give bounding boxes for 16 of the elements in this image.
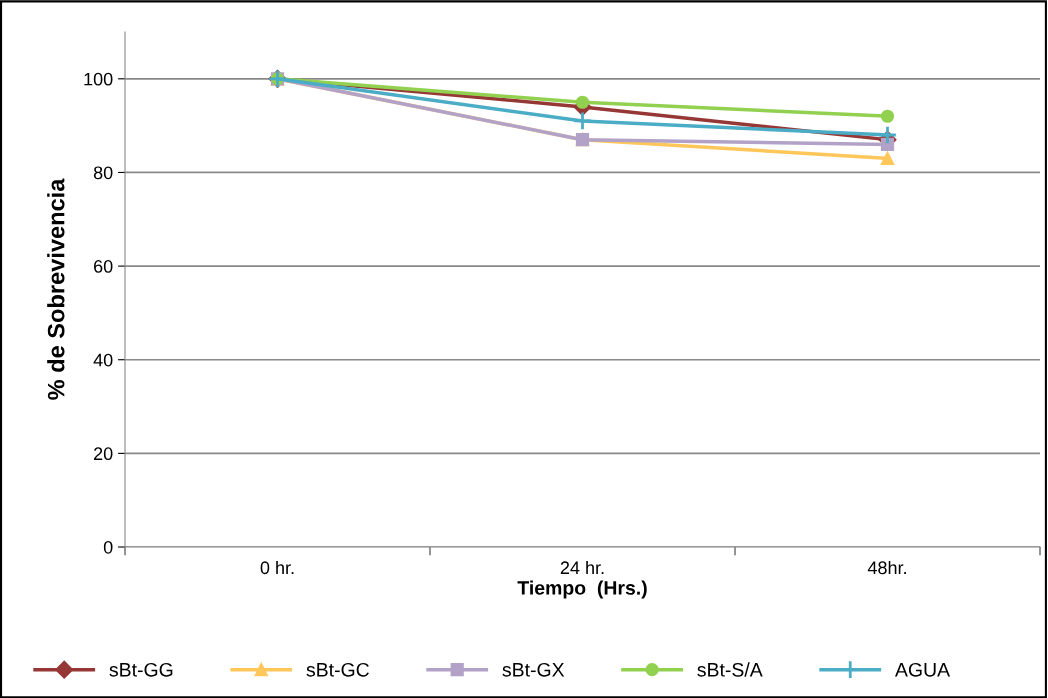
y-tick-label: 80 (93, 166, 113, 180)
legend-label: AGUA (895, 662, 951, 677)
x-axis-title: Tiempo (Hrs.) (517, 580, 647, 599)
y-tick-label: 40 (93, 353, 113, 367)
legend-label: sBt-S/A (697, 662, 763, 677)
legend-label: sBt-GC (306, 662, 369, 677)
y-tick-label: 20 (94, 447, 113, 461)
x-tick-label: 48hr. (867, 560, 906, 575)
x-tick-label: 24 hr. (560, 560, 604, 574)
y-tick-label: 0 (103, 540, 113, 554)
x-tick-label: 0 hr. (260, 560, 294, 575)
legend-label: sBt-GX (502, 662, 565, 677)
y-axis-title: % de Sobrevivencia (47, 178, 65, 400)
y-tick-label: 60 (94, 260, 113, 273)
legend-label: sBt-GG (109, 662, 173, 677)
y-tick-label: 100 (84, 72, 113, 86)
